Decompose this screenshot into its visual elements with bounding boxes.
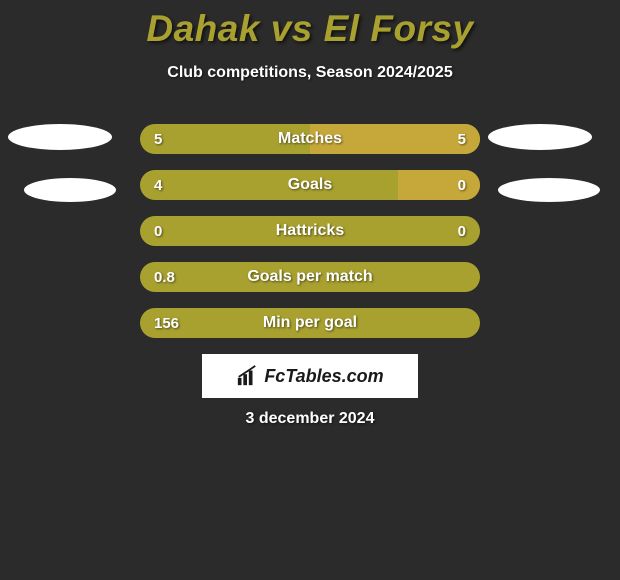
side-ellipse (8, 124, 112, 150)
stat-row: 40Goals (140, 170, 480, 200)
left-value: 156 (154, 315, 179, 332)
right-value: 0 (458, 223, 466, 240)
row-values: 0.8 (140, 262, 480, 292)
stat-row: 00Hattricks (140, 216, 480, 246)
bars-icon (236, 365, 258, 387)
date-label: 3 december 2024 (0, 410, 620, 428)
row-values: 156 (140, 308, 480, 338)
brand-badge: FcTables.com (202, 354, 418, 398)
left-value: 0 (154, 223, 162, 240)
comparison-chart: 55Matches40Goals00Hattricks0.8Goals per … (140, 124, 480, 354)
stat-row: 156Min per goal (140, 308, 480, 338)
left-value: 4 (154, 177, 162, 194)
left-value: 5 (154, 131, 162, 148)
subtitle: Club competitions, Season 2024/2025 (0, 64, 620, 82)
side-ellipse (498, 178, 600, 202)
right-value: 0 (458, 177, 466, 194)
right-value: 5 (458, 131, 466, 148)
row-values: 55 (140, 124, 480, 154)
stat-row: 55Matches (140, 124, 480, 154)
stat-row: 0.8Goals per match (140, 262, 480, 292)
page-title: Dahak vs El Forsy (0, 0, 620, 50)
brand-text: FcTables.com (264, 366, 383, 387)
row-values: 00 (140, 216, 480, 246)
side-ellipse (488, 124, 592, 150)
row-values: 40 (140, 170, 480, 200)
left-value: 0.8 (154, 269, 175, 286)
side-ellipse (24, 178, 116, 202)
